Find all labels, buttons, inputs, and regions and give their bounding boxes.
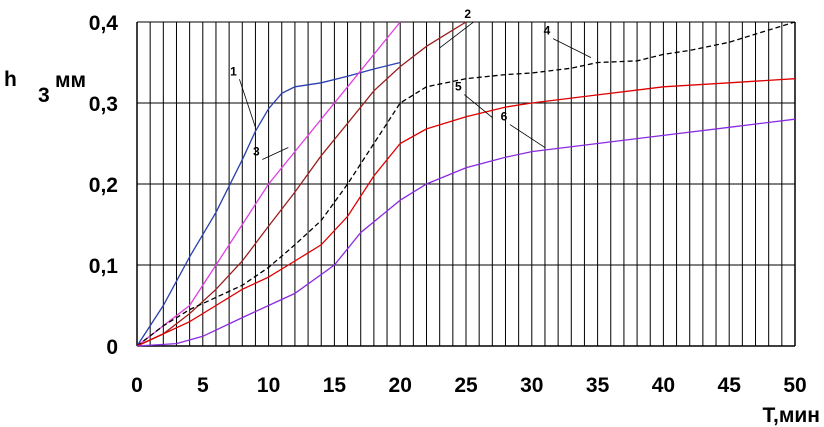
- curve-label-leader: [464, 94, 493, 118]
- curve-label: 2: [464, 7, 471, 21]
- x-tick-label: 15: [323, 374, 347, 397]
- grid: [137, 21, 795, 346]
- x-tick-label: 20: [389, 374, 412, 397]
- x-tick-label: 0: [131, 374, 143, 397]
- series-line-5: [136, 78, 796, 347]
- curve-label-leader: [552, 38, 592, 58]
- y-tick-label: 0,3: [89, 93, 118, 116]
- curve-label: 3: [253, 145, 260, 159]
- y-tick-label: 0: [106, 336, 118, 359]
- y-tick-label: 0,2: [89, 174, 118, 197]
- x-axis-title: T,мин: [763, 404, 820, 427]
- curve-label: 1: [230, 64, 237, 78]
- y-axis-title: h 3 мм: [4, 68, 86, 107]
- y-tick-label: 0,4: [89, 12, 119, 35]
- x-tick-label: 5: [197, 374, 209, 397]
- y-tick-label: 0,1: [89, 255, 119, 278]
- curve-label: 6: [501, 110, 508, 124]
- x-tick-label: 10: [257, 374, 280, 397]
- curve-label-leader: [262, 147, 289, 160]
- y-axis-letter: h: [4, 68, 17, 91]
- curve-label-leader: [509, 124, 546, 148]
- x-tick-label: 50: [783, 374, 806, 397]
- curve-label: 5: [455, 80, 462, 94]
- curve-labels: 1 3 2 4 5 6: [230, 7, 592, 160]
- curve-label: 4: [544, 24, 551, 38]
- x-tick-label: 40: [652, 374, 675, 397]
- axes: [136, 22, 796, 347]
- series-line-2: [136, 21, 467, 347]
- y-axis-unit: мм: [55, 69, 86, 92]
- x-tick-label: 45: [718, 374, 742, 397]
- x-tick-label: 30: [520, 374, 543, 397]
- series-line-1: [136, 61, 401, 347]
- series-line-4: [136, 21, 796, 347]
- curve-label-leader: [239, 79, 256, 128]
- y-axis-subscript: 3: [38, 84, 50, 107]
- series-group: [136, 21, 796, 347]
- series-line-6: [136, 118, 796, 347]
- x-tick-label: 25: [454, 374, 478, 397]
- curve-label-leader: [439, 21, 474, 49]
- x-tick-label: 35: [586, 374, 610, 397]
- series-line-3: [136, 21, 401, 347]
